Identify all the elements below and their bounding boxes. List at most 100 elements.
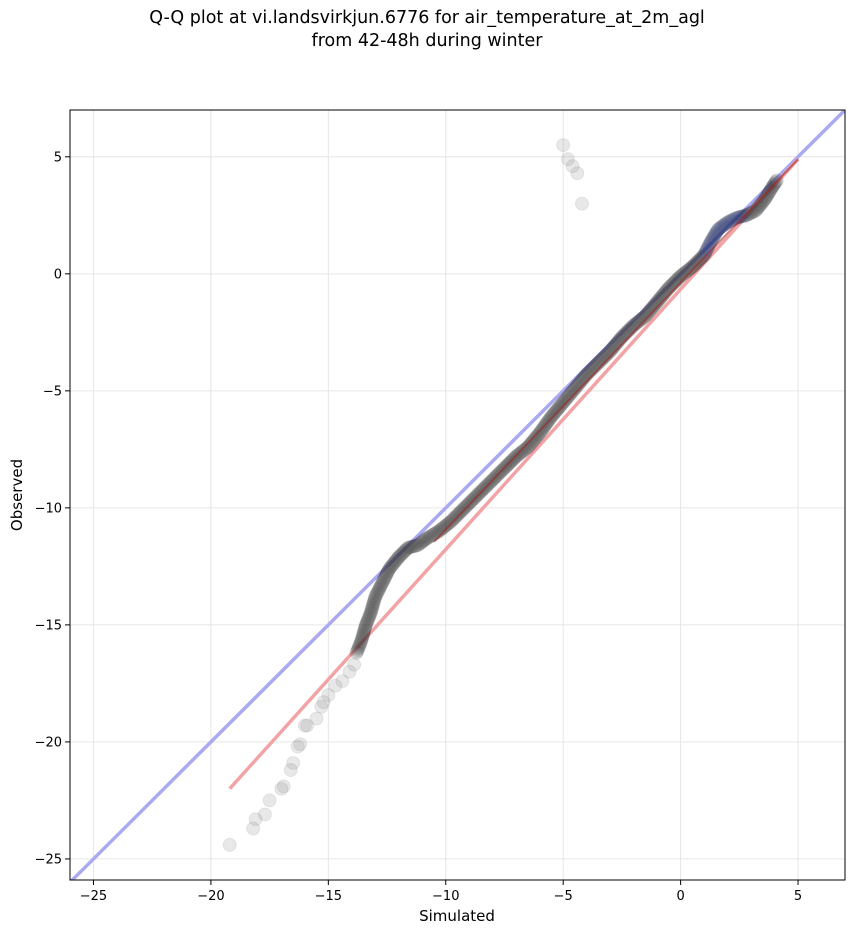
tail-point bbox=[300, 718, 315, 733]
quantile-point bbox=[688, 256, 703, 271]
x-tick-label: −10 bbox=[432, 889, 459, 904]
quantile-point bbox=[529, 429, 544, 444]
quantile-point bbox=[717, 217, 732, 232]
quantile-point bbox=[393, 547, 408, 562]
quantile-point bbox=[563, 387, 578, 402]
quantile-point bbox=[512, 446, 527, 461]
quantile-point bbox=[744, 205, 759, 220]
quantile-point bbox=[363, 606, 378, 621]
x-axis-label: Simulated bbox=[419, 907, 495, 925]
quantile-point bbox=[442, 515, 457, 530]
quantile-point bbox=[414, 535, 429, 550]
y-tick-label: −15 bbox=[35, 618, 62, 633]
fit-line-overlay bbox=[433, 158, 799, 543]
quantile-point bbox=[390, 551, 405, 566]
tail-point bbox=[328, 678, 343, 693]
quantile-point bbox=[447, 510, 462, 525]
quantile-point bbox=[411, 537, 426, 552]
quantile-point bbox=[350, 643, 365, 658]
quantile-point bbox=[448, 509, 463, 524]
quantile-point bbox=[401, 540, 416, 555]
quantile-point bbox=[699, 243, 714, 258]
quantile-point bbox=[403, 539, 418, 554]
quantile-point bbox=[459, 498, 474, 513]
tail-point bbox=[257, 807, 272, 822]
quantile-point bbox=[679, 264, 694, 279]
quantile-point bbox=[707, 228, 722, 243]
y-tick-label: −20 bbox=[35, 735, 62, 750]
quantile-point bbox=[412, 536, 427, 551]
quantile-point bbox=[520, 440, 535, 455]
quantile-point bbox=[739, 208, 754, 223]
quantile-point bbox=[398, 543, 413, 558]
quantile-point bbox=[704, 232, 719, 247]
quantile-point bbox=[521, 438, 536, 453]
quantile-point bbox=[353, 635, 368, 650]
quantile-point bbox=[698, 245, 713, 260]
quantile-point bbox=[527, 431, 542, 446]
quantile-point bbox=[528, 430, 543, 445]
tail-point bbox=[293, 737, 308, 752]
quantile-point bbox=[758, 190, 773, 205]
quantile-point bbox=[712, 221, 727, 236]
tail-point bbox=[248, 812, 263, 827]
quantile-point bbox=[369, 587, 384, 601]
quantile-point bbox=[680, 263, 695, 278]
quantile-point bbox=[566, 382, 581, 397]
tail-point bbox=[335, 674, 350, 689]
quantile-point bbox=[370, 585, 385, 600]
quantile-point bbox=[530, 428, 545, 443]
quantile-point bbox=[644, 301, 659, 316]
identity-line bbox=[70, 110, 845, 880]
quantile-point bbox=[435, 521, 450, 536]
quantile-point bbox=[452, 506, 467, 521]
quantile-point bbox=[389, 552, 404, 567]
tail-point bbox=[290, 739, 305, 754]
quantile-point bbox=[645, 300, 660, 315]
quantile-point bbox=[517, 442, 532, 457]
quantile-point bbox=[710, 223, 725, 238]
quantile-point bbox=[708, 226, 723, 241]
tail-point bbox=[314, 699, 329, 714]
quantile-point bbox=[378, 568, 393, 583]
quantile-point bbox=[762, 184, 777, 199]
y-tick-label: −10 bbox=[35, 501, 62, 516]
quantile-point bbox=[693, 251, 708, 266]
quantile-point bbox=[356, 625, 371, 640]
quantile-point bbox=[455, 503, 470, 518]
quantile-point bbox=[711, 222, 726, 237]
quantile-point bbox=[457, 500, 472, 515]
quantile-point bbox=[436, 520, 451, 535]
quantile-point bbox=[354, 634, 369, 649]
quantile-point bbox=[642, 304, 657, 319]
quantile-point bbox=[685, 259, 700, 274]
quantile-point bbox=[434, 522, 449, 537]
quantile-point bbox=[556, 395, 571, 410]
quantile-point bbox=[640, 306, 655, 321]
quantile-point bbox=[364, 601, 379, 616]
quantile-point bbox=[633, 312, 648, 327]
quantile-point bbox=[410, 538, 425, 553]
quantile-point bbox=[360, 613, 375, 628]
quantile-point bbox=[358, 617, 373, 632]
quantile-point bbox=[703, 235, 718, 250]
quantile-point bbox=[708, 227, 723, 242]
quantile-point bbox=[406, 539, 421, 554]
quantile-point bbox=[380, 564, 395, 579]
quantile-point bbox=[441, 516, 456, 531]
quantile-point bbox=[553, 399, 568, 414]
quantile-point bbox=[696, 249, 711, 264]
quantile-point bbox=[638, 308, 653, 323]
quantile-point bbox=[531, 427, 546, 442]
quantile-point bbox=[351, 640, 366, 655]
quantile-point bbox=[421, 530, 436, 545]
y-tick-label: −25 bbox=[35, 852, 62, 867]
quantile-point bbox=[368, 589, 383, 604]
quantile-point bbox=[519, 440, 534, 455]
quantile-point bbox=[561, 389, 576, 404]
quantile-point bbox=[399, 542, 414, 557]
quantile-point bbox=[377, 571, 392, 586]
quantile-point bbox=[373, 578, 388, 593]
quantile-point bbox=[387, 555, 402, 570]
quantile-point bbox=[356, 626, 371, 641]
